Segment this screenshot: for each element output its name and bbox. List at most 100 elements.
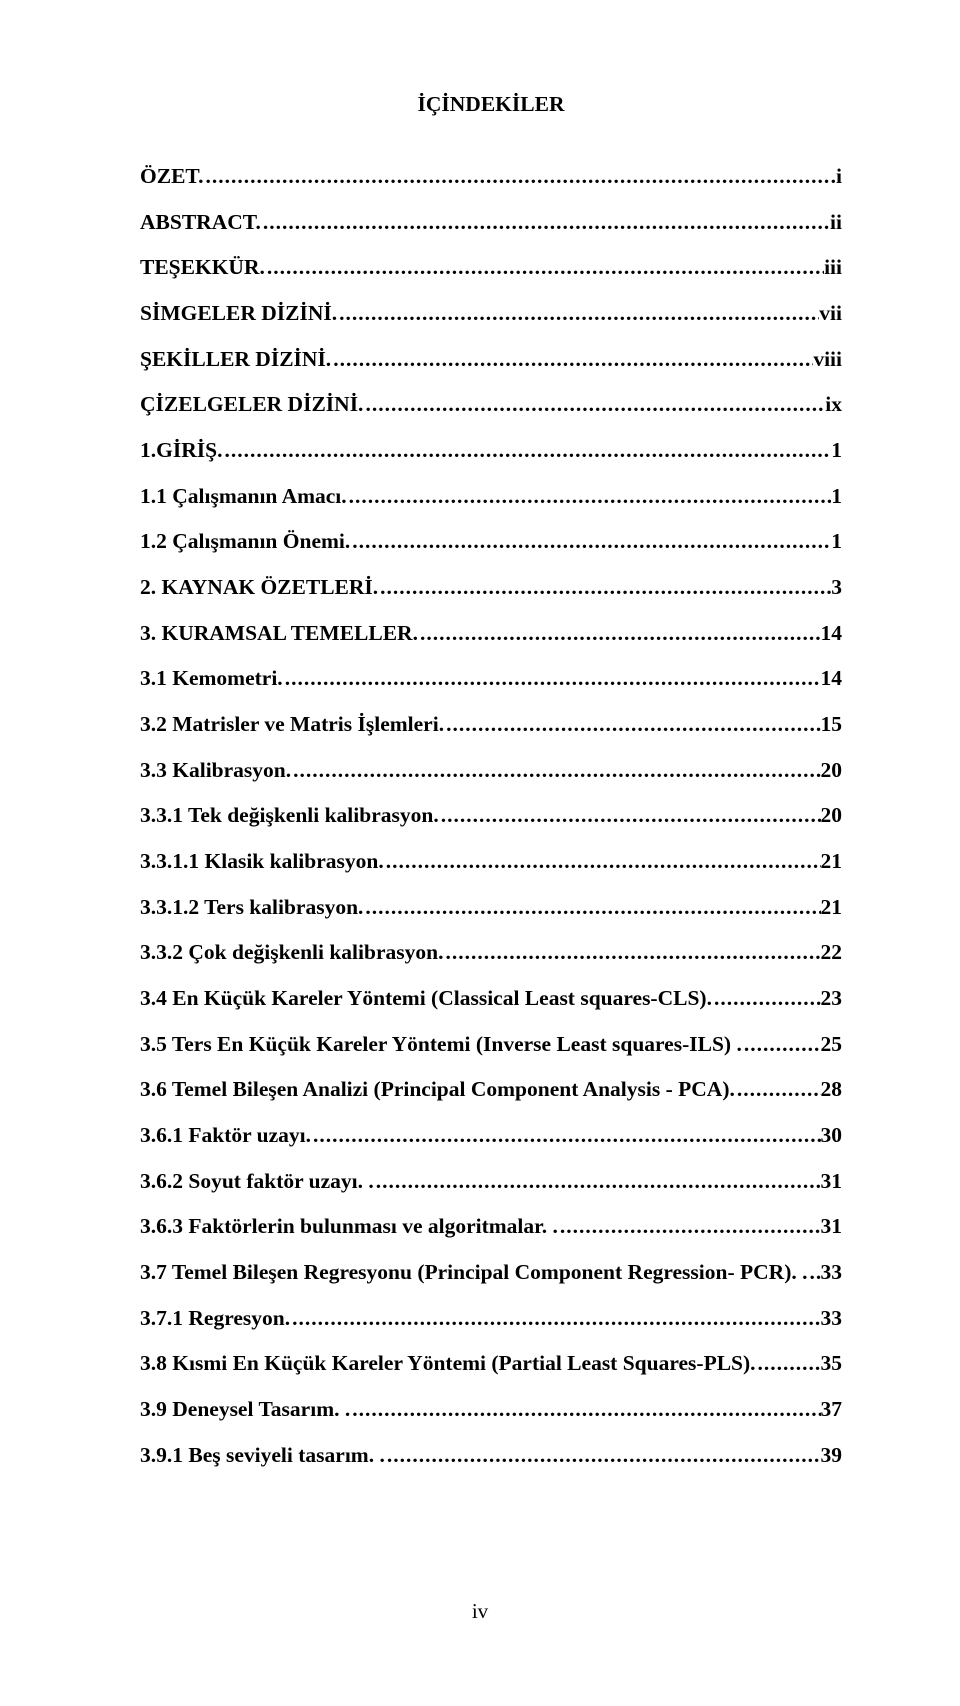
toc-leader-dots: [807, 1257, 820, 1288]
toc-page: 20: [821, 800, 843, 831]
toc-label: 3.6.1 Faktör uzayı.: [140, 1120, 311, 1151]
toc-label: 3.7 Temel Bileşen Regresyonu (Principal …: [140, 1257, 807, 1288]
toc-row: 1.2 Çalışmanın Önemi. 1: [140, 526, 842, 557]
toc-label: 3.1 Kemometri.: [140, 663, 283, 694]
toc-row: 3.6.2 Soyut faktör uzayı. . 31: [140, 1166, 842, 1197]
toc-row: 3.8 Kısmi En Küçük Kareler Yöntemi (Part…: [140, 1348, 842, 1379]
toc-label: 3.7.1 Regresyon.: [140, 1303, 290, 1334]
page-number: iv: [0, 1599, 960, 1624]
toc-row: 3.9.1 Beş seviyeli tasarım. . 39: [140, 1440, 842, 1471]
toc-label: 3.3.1.2 Ters kalibrasyon.: [140, 892, 363, 923]
toc-page: 22: [821, 937, 843, 968]
toc-page: 15: [821, 709, 843, 740]
toc-page: 25: [821, 1029, 843, 1060]
table-of-contents: ÖZET. .i ABSTRACT. ii TEŞEKKÜR. iii SİMGELE…: [140, 161, 842, 1471]
toc-page: 31: [821, 1166, 843, 1197]
toc-row: 3.1 Kemometri. 14: [140, 663, 842, 694]
toc-page: 33: [821, 1303, 843, 1334]
toc-row: 3.7 Temel Bileşen Regresyonu (Principal …: [140, 1257, 842, 1288]
toc-row: 3.7.1 Regresyon. 33: [140, 1303, 842, 1334]
toc-row: 3.3.1 Tek değişkenli kalibrasyon. 20: [140, 800, 842, 831]
toc-row: 3.5 Ters En Küçük Kareler Yöntemi (Inver…: [140, 1029, 842, 1060]
toc-row: 3.2 Matrisler ve Matris İşlemleri. 15: [140, 709, 842, 740]
toc-leader-dots: [350, 1394, 820, 1425]
toc-leader-dots: [291, 755, 820, 786]
toc-page: 37: [821, 1394, 843, 1425]
toc-leader-dots: [204, 161, 831, 192]
toc-page: ii: [830, 207, 842, 238]
toc-row: SİMGELER DİZİNİ. vii: [140, 298, 842, 329]
toc-page: .i: [831, 161, 842, 192]
toc-page: 21: [821, 892, 843, 923]
toc-page: 1: [831, 526, 842, 557]
toc-leader-dots: [439, 800, 821, 831]
toc-label: 3.9 Deneysel Tasarım. .: [140, 1394, 350, 1425]
toc-page: 31: [821, 1211, 843, 1242]
toc-page: 35: [821, 1348, 843, 1379]
toc-label: 2. KAYNAK ÖZETLERİ.: [140, 572, 378, 603]
toc-row: 1.1 Çalışmanın Amacı. 1: [140, 481, 842, 512]
toc-label: SİMGELER DİZİNİ.: [140, 298, 337, 329]
toc-leader-dots: [384, 846, 821, 877]
toc-label: 1.GİRİŞ.: [140, 435, 222, 466]
toc-label: 1.2 Çalışmanın Önemi.: [140, 526, 350, 557]
toc-label: ÇİZELGELER DİZİNİ.: [140, 389, 363, 420]
toc-leader-dots: [742, 1029, 821, 1060]
toc-row: 1.GİRİŞ. 1: [140, 435, 842, 466]
toc-row: 3.3 Kalibrasyon. 20: [140, 755, 842, 786]
toc-label: 3. KURAMSAL TEMELLER.: [140, 618, 418, 649]
toc-leader-dots: [735, 1074, 821, 1105]
toc-leader-dots: [558, 1211, 821, 1242]
toc-page: vii: [819, 298, 842, 329]
toc-leader-dots: [444, 709, 820, 740]
toc-label: 3.8 Kısmi En Küçük Kareler Yöntemi (Part…: [140, 1348, 756, 1379]
toc-row: ÇİZELGELER DİZİNİ. ix: [140, 389, 842, 420]
toc-leader-dots: [261, 207, 830, 238]
toc-label: 3.9.1 Beş seviyeli tasarım. .: [140, 1440, 385, 1471]
toc-row: 3.3.1.2 Ters kalibrasyon. 21: [140, 892, 842, 923]
toc-label: 3.6.2 Soyut faktör uzayı. .: [140, 1166, 374, 1197]
toc-leader-dots: [418, 618, 821, 649]
toc-row: 3.3.2 Çok değişkenli kalibrasyon. 22: [140, 937, 842, 968]
toc-label: 3.5 Ters En Küçük Kareler Yöntemi (Inver…: [140, 1029, 742, 1060]
toc-page: ix: [825, 389, 842, 420]
toc-leader-dots: [350, 526, 831, 557]
toc-page: 20: [821, 755, 843, 786]
toc-leader-dots: [374, 1166, 821, 1197]
toc-label: 3.6.3 Faktörlerin bulunması ve algoritma…: [140, 1211, 558, 1242]
toc-page: 30: [821, 1120, 843, 1151]
toc-label: ÖZET.: [140, 161, 204, 192]
toc-leader-dots: [712, 983, 821, 1014]
toc-row: 3.3.1.1 Klasik kalibrasyon. 21: [140, 846, 842, 877]
toc-leader-dots: [311, 1120, 820, 1151]
toc-leader-dots: [378, 572, 831, 603]
toc-row: 2. KAYNAK ÖZETLERİ. 3: [140, 572, 842, 603]
toc-leader-dots: [443, 937, 820, 968]
toc-page: 39: [821, 1440, 843, 1471]
toc-row: TEŞEKKÜR. iii: [140, 252, 842, 283]
page-title: İÇİNDEKİLER: [140, 92, 842, 117]
toc-leader-dots: [337, 298, 819, 329]
toc-label: 3.3.1.1 Klasik kalibrasyon.: [140, 846, 384, 877]
toc-label: 3.3.1 Tek değişkenli kalibrasyon.: [140, 800, 439, 831]
toc-leader-dots: [290, 1303, 820, 1334]
toc-label: 3.3.2 Çok değişkenli kalibrasyon.: [140, 937, 443, 968]
toc-row: 3.4 En Küçük Kareler Yöntemi (Classical …: [140, 983, 842, 1014]
toc-label: 3.2 Matrisler ve Matris İşlemleri.: [140, 709, 444, 740]
toc-leader-dots: [363, 892, 820, 923]
toc-label: ŞEKİLLER DİZİNİ.: [140, 344, 331, 375]
toc-page: 33: [821, 1257, 843, 1288]
toc-page: iii: [824, 252, 842, 283]
toc-row: ÖZET. .i: [140, 161, 842, 192]
toc-leader-dots: [385, 1440, 821, 1471]
toc-leader-dots: [756, 1348, 821, 1379]
toc-label: 3.3 Kalibrasyon.: [140, 755, 291, 786]
toc-label: ABSTRACT.: [140, 207, 261, 238]
toc-row: 3.6.3 Faktörlerin bulunması ve algoritma…: [140, 1211, 842, 1242]
toc-label: TEŞEKKÜR.: [140, 252, 265, 283]
toc-label: 1.1 Çalışmanın Amacı.: [140, 481, 347, 512]
toc-page: 1: [831, 481, 842, 512]
toc-page: 28: [821, 1074, 843, 1105]
toc-leader-dots: [283, 663, 821, 694]
toc-leader-dots: [331, 344, 813, 375]
